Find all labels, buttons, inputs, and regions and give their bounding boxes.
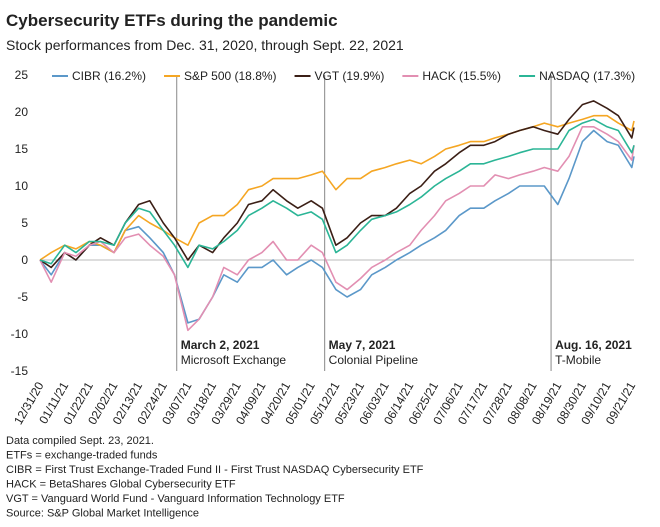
footnote: CIBR = First Trust Exchange-Traded Fund … (6, 464, 424, 476)
y-tick-label: 0 (21, 253, 28, 267)
y-tick-label: -15 (11, 364, 29, 378)
series-line (39, 114, 635, 261)
annotation-date: March 2, 2021 (181, 338, 260, 352)
y-tick-label: 5 (21, 216, 28, 230)
footnote: HACK = BetaShares Global Cybersecurity E… (6, 479, 236, 491)
series-line (39, 129, 635, 324)
legend-label: VGT (19.9%) (315, 69, 385, 83)
annotation-text: T-Mobile (555, 353, 601, 367)
footnote: Source: S&P Global Market Intelligence (6, 508, 199, 520)
y-tick-label: 10 (15, 179, 29, 193)
annotation-date: Aug. 16, 2021 (555, 338, 632, 352)
footnote: ETFs = exchange-traded funds (6, 450, 158, 462)
series-line (39, 118, 635, 269)
y-tick-label: -10 (11, 327, 29, 341)
footnote: Data compiled Sept. 23, 2021. (6, 435, 154, 447)
legend-label: S&P 500 (18.8%) (184, 69, 277, 83)
legend-label: CIBR (16.2%) (72, 69, 146, 83)
legend-label: HACK (15.5%) (422, 69, 501, 83)
series-line (39, 126, 635, 332)
y-tick-label: 20 (15, 105, 29, 119)
y-tick-label: 15 (15, 142, 29, 156)
annotation-text: Colonial Pipeline (329, 353, 419, 367)
y-tick-label: -5 (17, 290, 28, 304)
legend-label: NASDAQ (17.3%) (539, 69, 635, 83)
chart-title: Cybersecurity ETFs during the pandemic (6, 11, 338, 30)
series-line (39, 100, 635, 269)
y-tick-label: 25 (15, 68, 29, 82)
annotation-text: Microsoft Exchange (181, 353, 287, 367)
chart-subtitle: Stock performances from Dec. 31, 2020, t… (6, 37, 404, 53)
annotation-date: May 7, 2021 (329, 338, 396, 352)
footnote: VGT = Vanguard World Fund - Vanguard Inf… (6, 493, 345, 505)
